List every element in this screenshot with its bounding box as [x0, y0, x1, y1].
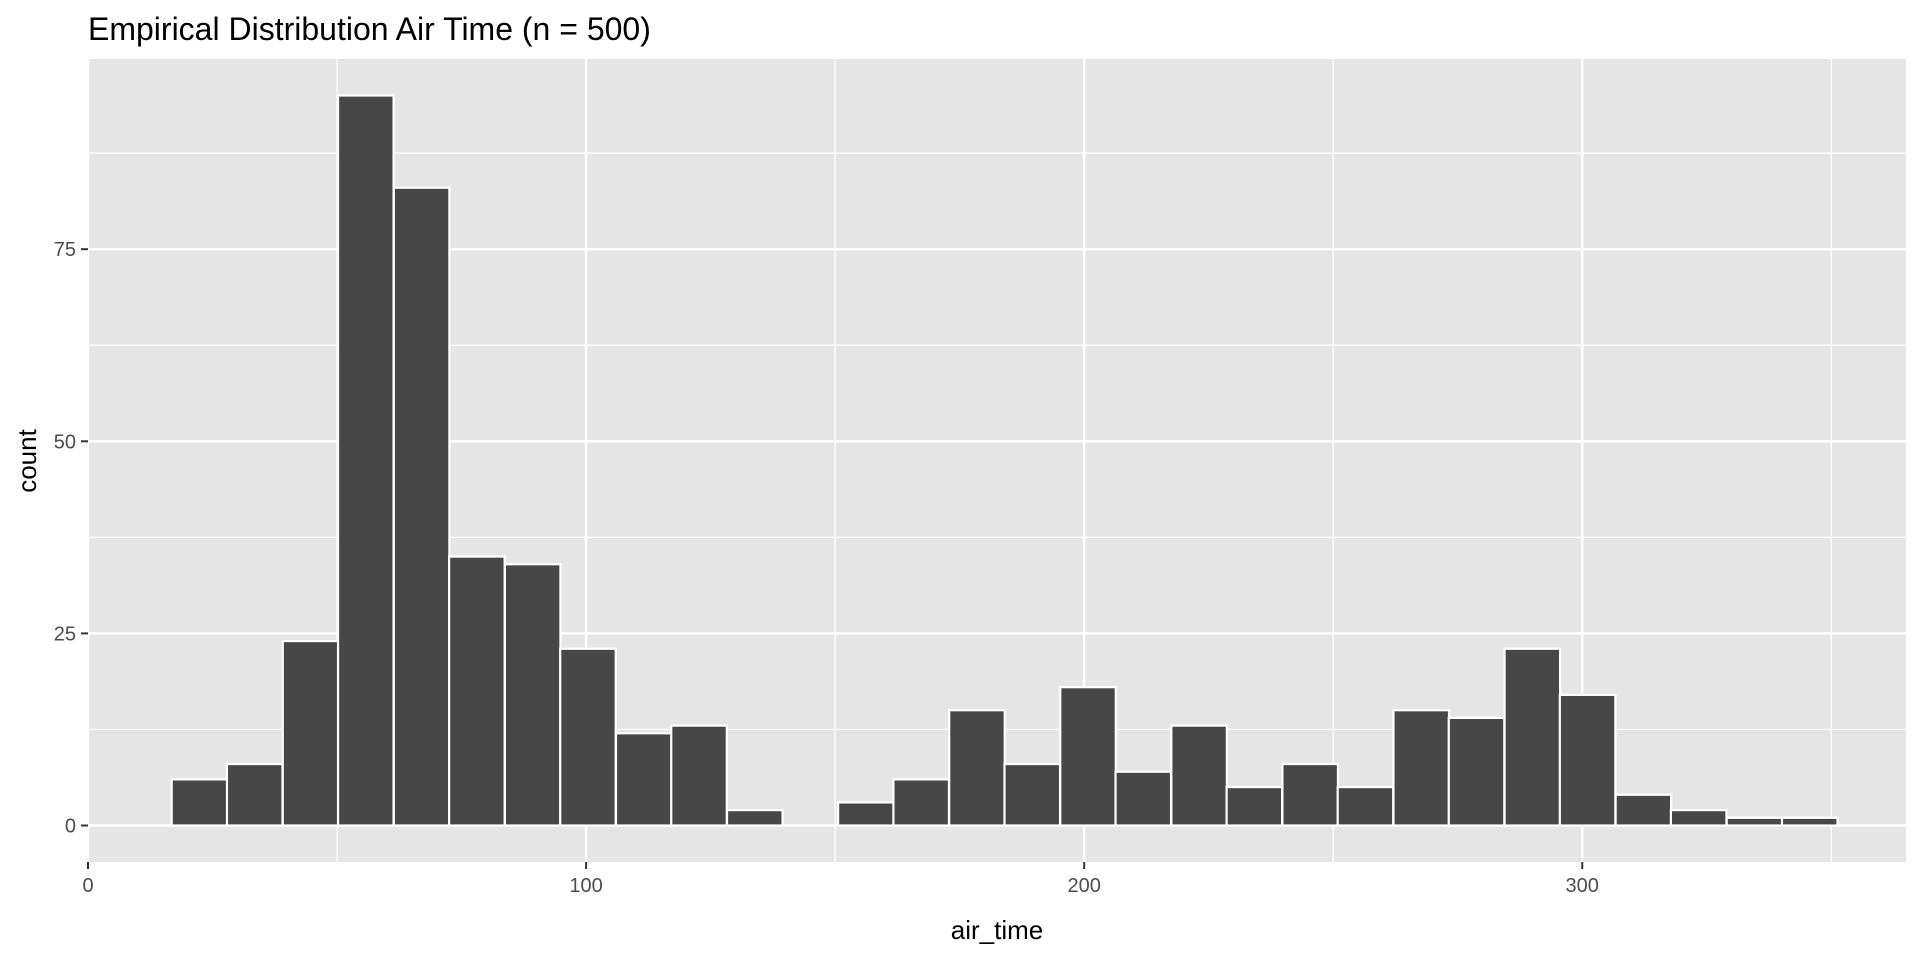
- histogram-bar: [281, 639, 340, 827]
- y-tick-label: 25: [54, 623, 76, 645]
- histogram-bar: [1114, 770, 1173, 827]
- x-tick-label: 300: [1566, 875, 1599, 897]
- histogram-bar: [892, 778, 951, 827]
- x-tick-label: 200: [1067, 875, 1100, 897]
- chart-title: Empirical Distribution Air Time (n = 500…: [88, 11, 651, 47]
- histogram-bar: [448, 555, 506, 827]
- histogram-bar: [503, 563, 562, 827]
- x-axis: 0 100 200 300: [82, 862, 1599, 897]
- histogram-bar: [1558, 693, 1617, 827]
- histogram-bar: [1392, 709, 1451, 827]
- histogram-bar: [1447, 716, 1506, 827]
- histogram-bar: [1503, 647, 1562, 827]
- histogram-bar: [1170, 724, 1228, 827]
- y-axis: 0 25 50 75: [54, 239, 88, 838]
- histogram-bar: [614, 732, 673, 827]
- histogram-bar: [1725, 816, 1784, 827]
- y-tick-label: 50: [54, 431, 76, 453]
- x-tick-label: 0: [82, 875, 93, 897]
- histogram-bar: [1669, 809, 1728, 827]
- histogram-bar: [1059, 686, 1117, 827]
- x-axis-title: air_time: [951, 915, 1043, 945]
- y-tick-label: 0: [65, 816, 76, 838]
- histogram-bar: [948, 709, 1006, 827]
- histogram-bars: [170, 94, 1839, 827]
- histogram-bar: [1003, 762, 1062, 827]
- y-axis-title: count: [12, 428, 42, 492]
- x-tick-label: 100: [569, 875, 602, 897]
- histogram-bar: [170, 778, 229, 827]
- histogram-bar: [1225, 785, 1284, 827]
- histogram-bar: [559, 647, 617, 827]
- y-tick-label: 75: [54, 239, 76, 261]
- histogram-bar: [1780, 816, 1839, 827]
- histogram-bar: [725, 809, 784, 827]
- histogram-bar: [1614, 793, 1673, 827]
- histogram-bar: [336, 94, 395, 827]
- histogram-bar: [837, 801, 895, 827]
- histogram-bar: [225, 762, 284, 827]
- histogram-bar: [1336, 785, 1395, 827]
- histogram-bar: [1281, 762, 1340, 827]
- histogram-bar: [392, 186, 451, 827]
- histogram-bar: [670, 724, 728, 827]
